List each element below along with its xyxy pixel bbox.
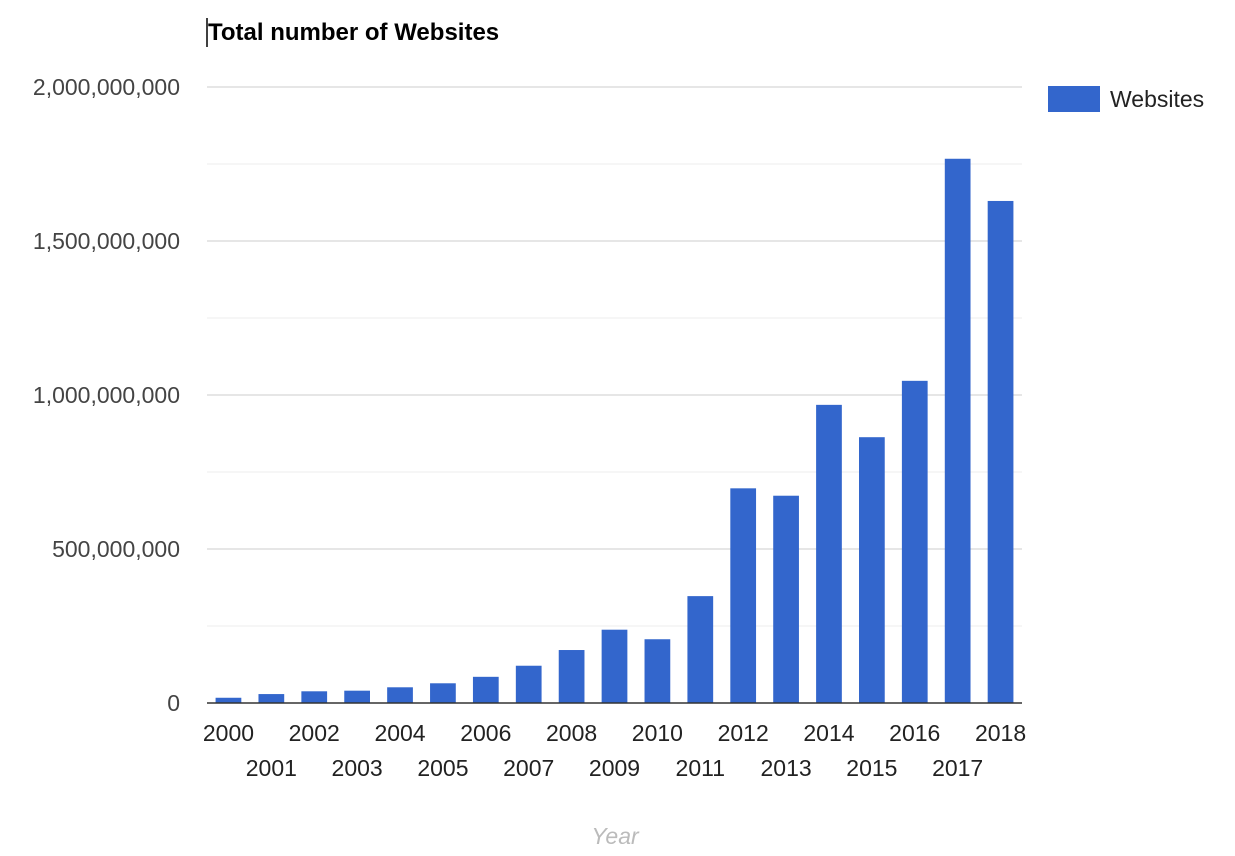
x-tick-label: 2001 [246,755,297,781]
x-axis-ticks: 2000 2001 2002 2003 2004 2005 2006 2007 2008 2009… [203,720,1026,781]
legend-swatch [1048,86,1100,112]
x-tick-label: 2003 [332,755,383,781]
bar-2017 [944,158,971,703]
bar-2012 [730,488,757,703]
bar-2006 [472,676,499,703]
x-tick-label: 2006 [460,720,511,746]
x-tick-label: 2014 [803,720,854,746]
x-tick-label: 2007 [503,755,554,781]
chart-title: Total number of Websites [208,19,499,46]
bar-2001 [258,694,285,703]
bar-2009 [601,629,628,703]
bar-2010 [644,639,671,703]
bar-2011 [687,596,714,703]
x-tick-label: 2015 [846,755,897,781]
legend-label: Websites [1110,86,1204,112]
x-tick-label: 2010 [632,720,683,746]
gridlines [207,86,1022,627]
x-tick-label: 2017 [932,755,983,781]
bar-2014 [816,404,842,703]
y-tick-label: 2,000,000,000 [33,74,180,100]
x-axis-label: Year [591,823,640,849]
y-tick-label: 1,500,000,000 [33,228,180,254]
x-tick-label: 2008 [546,720,597,746]
x-tick-label: 2004 [374,720,425,746]
x-tick-label: 2005 [417,755,468,781]
x-tick-label: 2016 [889,720,940,746]
bar-2002 [301,691,328,703]
y-tick-label: 0 [167,690,180,716]
bar-2005 [430,683,456,703]
y-tick-label: 1,000,000,000 [33,382,180,408]
y-tick-label: 500,000,000 [52,536,180,562]
y-axis-ticks: 0 500,000,000 1,000,000,000 1,500,000,000 2,… [33,74,180,716]
x-tick-label: 2013 [760,755,811,781]
x-tick-label: 2000 [203,720,254,746]
bar-2016 [901,380,928,703]
bar-2000 [215,697,242,703]
bar-2015 [859,437,885,703]
bar-2007 [515,665,542,703]
x-tick-label: 2002 [289,720,340,746]
x-tick-label: 2009 [589,755,640,781]
bar-2008 [558,650,585,703]
legend: Websites [1048,86,1204,112]
bars [215,158,1014,703]
bar-2013 [773,495,799,703]
x-tick-label: 2012 [718,720,769,746]
x-tick-label: 2018 [975,720,1026,746]
bar-2003 [344,690,370,703]
bar-2018 [987,200,1014,703]
bar-2004 [387,687,413,703]
x-tick-label: 2011 [676,755,725,781]
